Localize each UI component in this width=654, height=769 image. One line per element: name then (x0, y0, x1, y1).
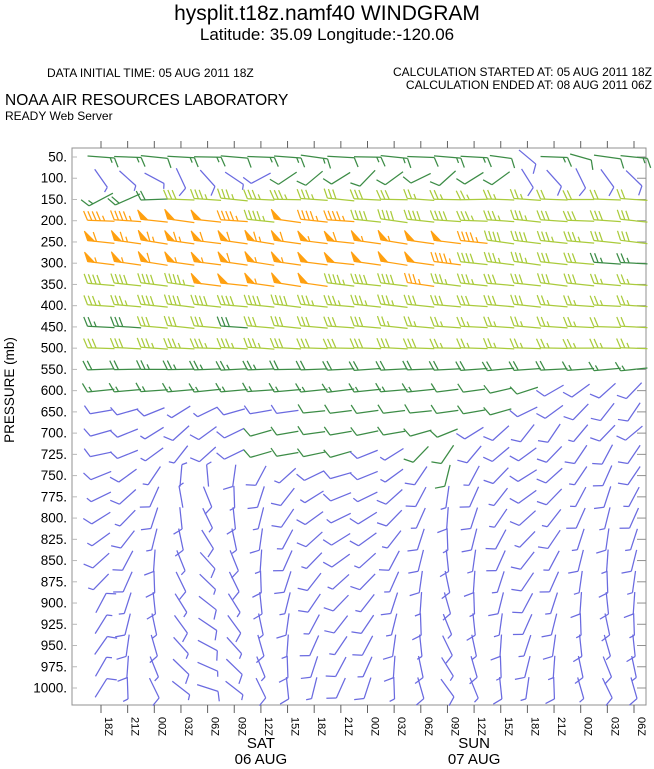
y-tick-label: 650. (41, 404, 67, 419)
y-tick-label: 200. (41, 213, 67, 228)
wind-barb-row-100 (94, 168, 643, 197)
wind-barb-row-50 (87, 149, 652, 174)
x-tick-label: 18Z (102, 717, 114, 736)
x-tick-label: 00Z (155, 717, 167, 736)
wind-barb-row-925 (94, 613, 636, 643)
calculation-started: CALCULATION STARTED AT: 05 AUG 2011 18Z (393, 65, 652, 79)
wind-barb-row-400 (83, 294, 648, 308)
noaa-lab-label: NOAA AIR RESOURCES LABORATORY (5, 92, 289, 109)
x-tick-label: 00Z (582, 717, 594, 736)
y-tick-label: 100. (41, 171, 67, 186)
y-tick-label: 900. (41, 596, 67, 611)
x-tick-label: 21Z (129, 717, 141, 736)
wind-barb-row-875 (87, 570, 637, 600)
wind-barb-row-725 (83, 444, 641, 465)
y-tick-label: 450. (41, 319, 67, 334)
date-label: 07 AUG (448, 751, 501, 768)
plot-frame (71, 147, 647, 706)
x-tick-label: 18Z (315, 717, 327, 736)
wind-barb-row-750 (83, 461, 641, 491)
wind-barb-row-450 (83, 315, 648, 329)
y-tick-label: 750. (41, 468, 67, 483)
wind-barb-row-600 (81, 382, 643, 400)
y-tick-label: 250. (41, 234, 67, 249)
y-tick-label: 350. (41, 277, 67, 292)
y-tick-label: 875. (41, 574, 67, 589)
wind-barb-row-825 (86, 528, 638, 558)
x-tick-label: 15Z (502, 717, 514, 736)
wind-barb-row-300 (84, 251, 648, 266)
wind-barb-row-650 (83, 402, 641, 422)
wind-barb-row-1000 (94, 676, 638, 707)
chart-title: hysplit.t18z.namf40 WINDGRAM (174, 2, 480, 25)
y-tick-label: 800. (41, 511, 67, 526)
wind-barb-row-975 (94, 655, 637, 685)
calculation-ended: CALCULATION ENDED AT: 08 AUG 2011 06Z (405, 78, 652, 92)
y-tick-label: 825. (41, 532, 67, 547)
wind-barb-row-700 (83, 423, 643, 443)
y-tick-label: 500. (41, 341, 67, 356)
wind-barb-row-150 (80, 188, 648, 207)
y-tick-label: 300. (41, 256, 67, 271)
x-tick-label: 06Z (209, 717, 221, 736)
y-tick-label: 775. (41, 489, 67, 504)
wind-barb-row-850 (83, 549, 638, 579)
y-tick-label: 150. (41, 192, 67, 207)
wind-barb-row-800 (82, 507, 640, 535)
x-tick-label: 12Z (262, 717, 274, 736)
wind-barb-row-950 (94, 634, 636, 664)
x-tick-label: 21Z (555, 717, 567, 736)
x-tick-label: 09Z (235, 717, 247, 736)
wind-barb-row-200 (83, 208, 648, 224)
wind-barb-row-250 (83, 229, 648, 245)
date-label: 06 AUG (235, 751, 288, 768)
wind-barb-row-350 (83, 272, 648, 288)
y-tick-label: 600. (41, 383, 67, 398)
y-tick-label: 950. (41, 638, 67, 653)
y-tick-label: 50. (48, 150, 67, 165)
x-tick-label: 03Z (608, 717, 620, 736)
wind-barb-row-900 (95, 592, 636, 621)
y-tick-label: 725. (41, 447, 67, 462)
wind-barb-row-500 (83, 337, 648, 350)
x-tick-label: 09Z (448, 717, 460, 736)
x-tick-label: 12Z (475, 717, 487, 736)
x-tick-label: 15Z (289, 717, 301, 736)
y-tick-label: 850. (41, 553, 67, 568)
y-tick-label: 925. (41, 617, 67, 632)
calculation-times: CALCULATION STARTED AT: 05 AUG 2011 18Z … (393, 66, 652, 92)
y-tick-label: 975. (41, 659, 67, 674)
x-tick-label: 06Z (422, 717, 434, 736)
y-tick-label: 1000. (33, 681, 67, 696)
data-initial-time: DATA INITIAL TIME: 05 AUG 2011 18Z (47, 66, 254, 80)
chart-subtitle: Latitude: 35.09 Longitude:-120.06 (199, 25, 455, 44)
y-tick-label: 550. (41, 362, 67, 377)
x-tick-label: 03Z (395, 717, 407, 736)
y-axis-title: PRESSURE (mb) (2, 337, 17, 443)
ready-server-label: READY Web Server (5, 109, 113, 123)
x-tick-label: 18Z (528, 717, 540, 736)
day-label: SUN (458, 735, 490, 752)
day-label: SAT (247, 735, 275, 752)
y-tick-label: 700. (41, 426, 67, 441)
x-tick-label: 00Z (369, 717, 381, 736)
wind-barb-row-775 (86, 482, 640, 515)
y-tick-label: 400. (41, 298, 67, 313)
x-tick-label: 06Z (635, 717, 647, 736)
x-tick-label: 21Z (342, 717, 354, 736)
wind-barb-row-550 (82, 360, 648, 372)
x-tick-label: 03Z (182, 717, 194, 736)
